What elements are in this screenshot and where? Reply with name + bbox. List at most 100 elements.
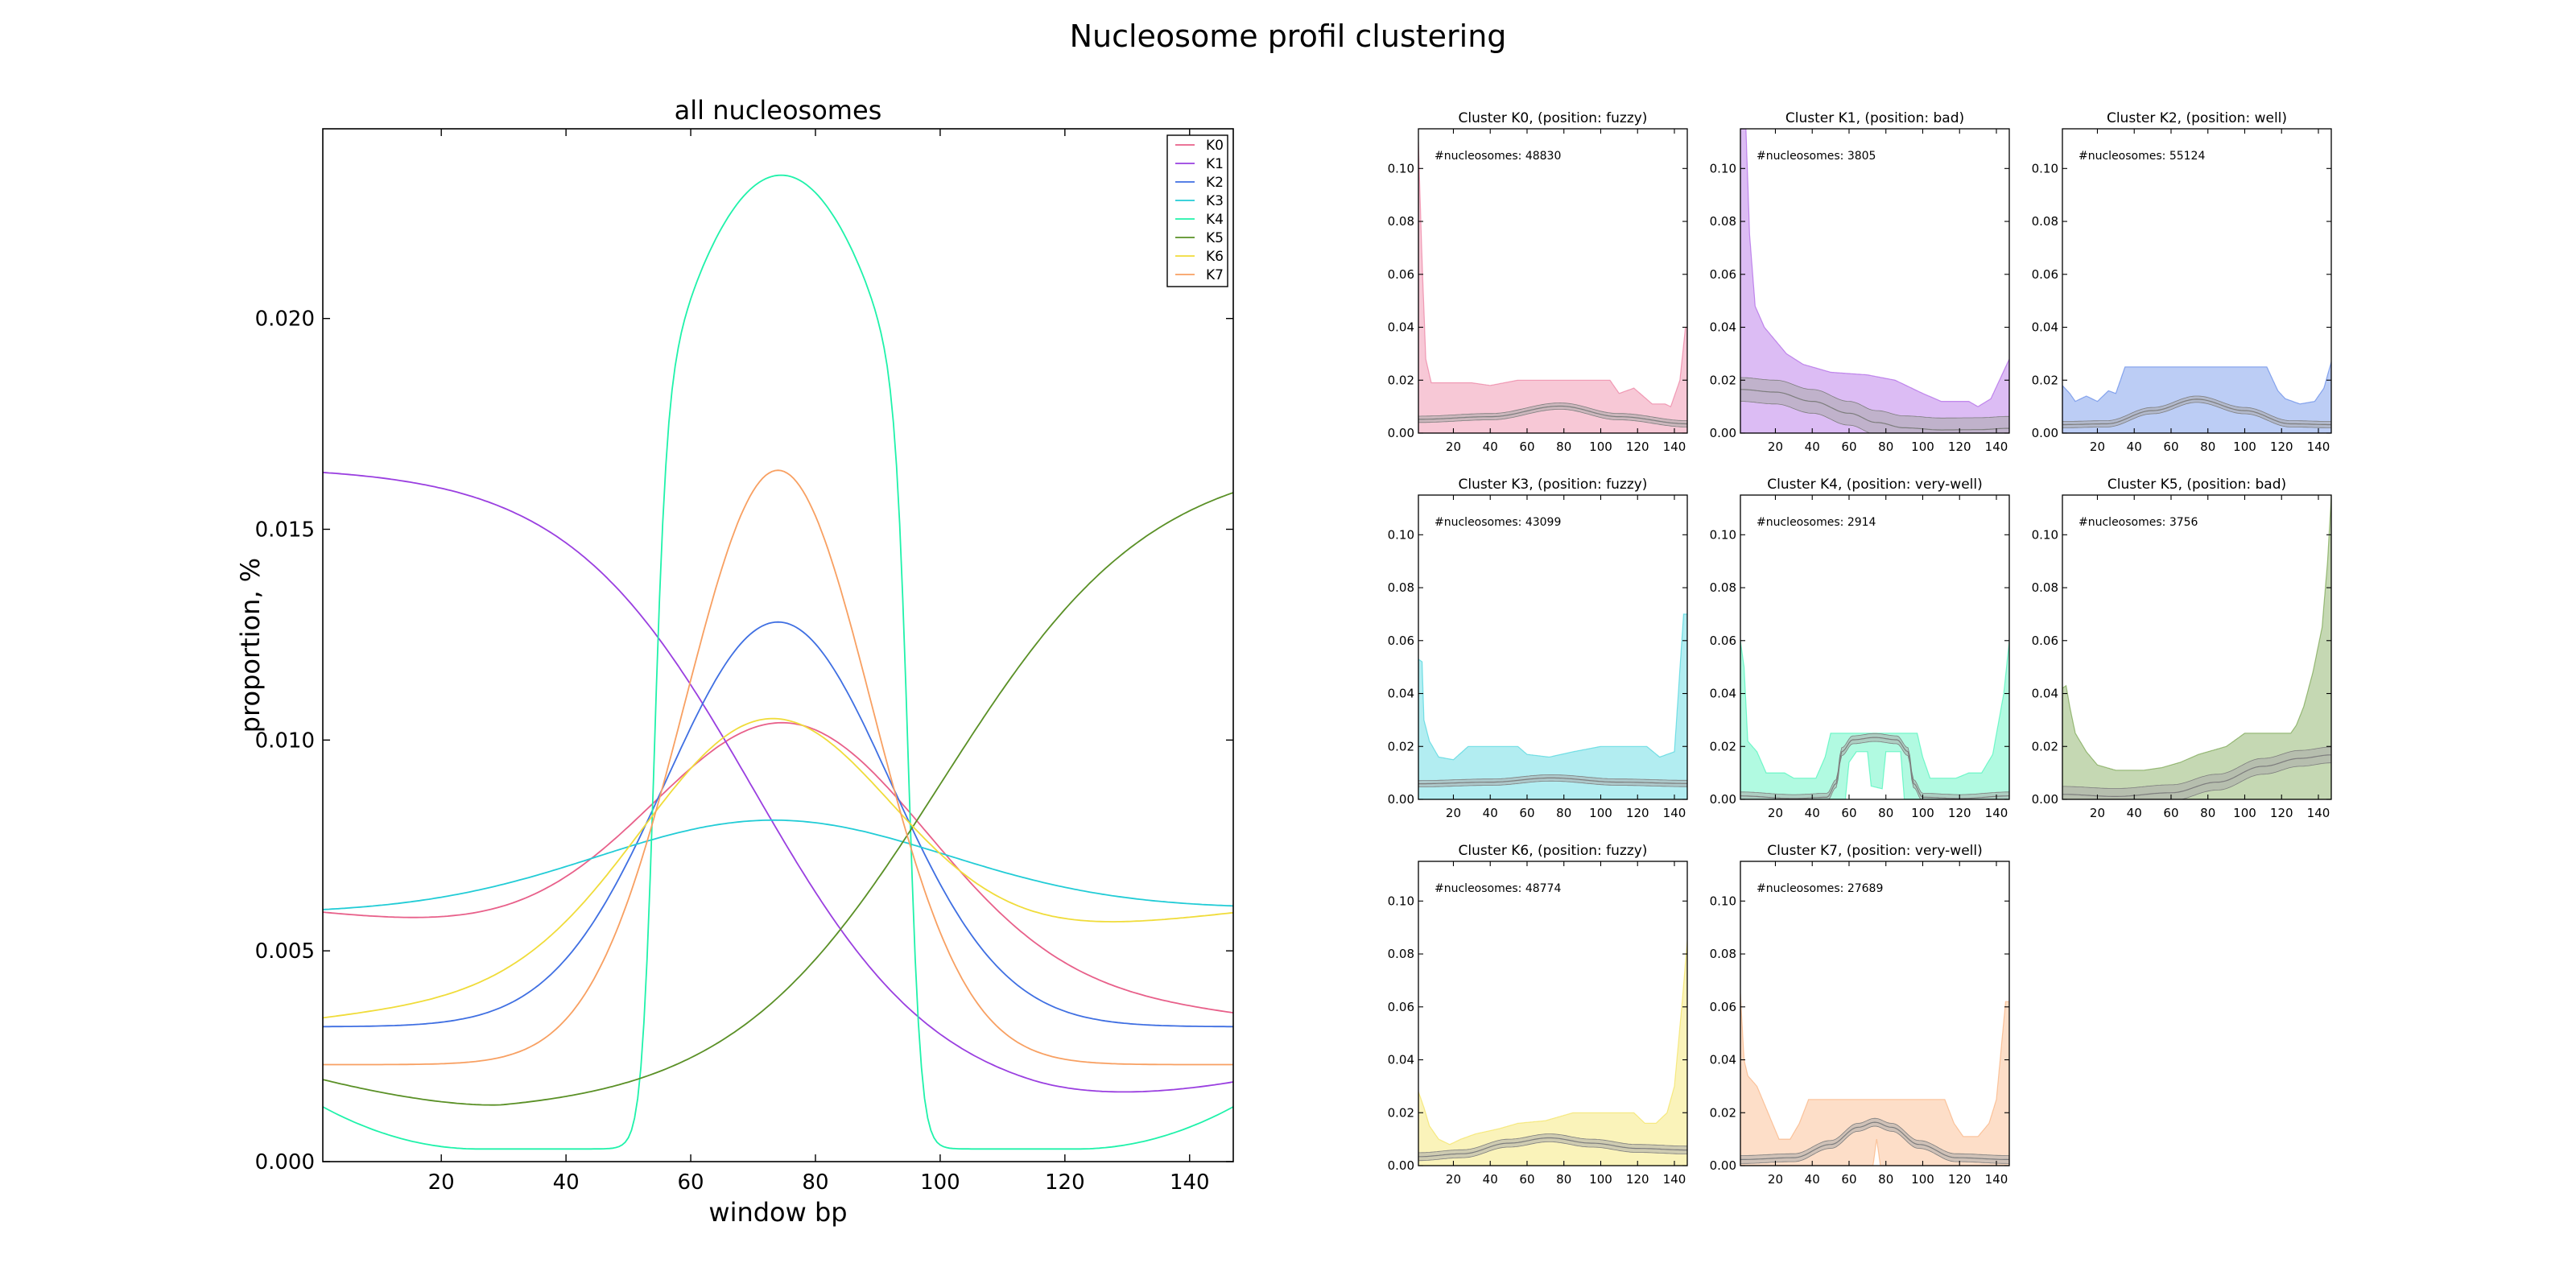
cluster-chart-title: Cluster K0, (position: fuzzy): [1459, 110, 1648, 126]
cluster-chart-k1: 20 40 60 80 100 120 140 0.00 0.02 0.04 0.06 0.08 0.1…: [1710, 110, 2010, 454]
x-tick-label: 20: [2090, 806, 2105, 820]
x-tick-label: 20: [1768, 1172, 1783, 1187]
legend-label-k7: K7: [1206, 267, 1224, 283]
x-tick-label: 60: [2163, 440, 2178, 454]
x-tick-label: 80: [1556, 1172, 1571, 1187]
mean-band: [1740, 733, 2009, 799]
x-tick-label: 120: [1948, 806, 1971, 820]
legend-label-k5: K5: [1206, 230, 1224, 246]
y-tick-label: 0.08: [2032, 214, 2058, 229]
x-tick-label: 60: [1519, 1172, 1534, 1187]
y-tick-label: 0.08: [1710, 580, 1736, 595]
mean-line: [2062, 754, 2331, 797]
x-tick-label: 20: [2090, 440, 2105, 454]
cluster-chart-k7: 20 40 60 80 100 120 140 0.00 0.02 0.04 0.06 0.08 0.1…: [1710, 843, 2010, 1187]
y-tick-label: 0.00: [1710, 792, 1736, 807]
x-axis-label: window bp: [708, 1197, 847, 1228]
y-tick-label: 0.00: [2032, 792, 2058, 807]
y-tick-label: 0.02: [1388, 739, 1414, 753]
plot-frame: [2062, 494, 2332, 800]
x-tick-label: 140: [1985, 440, 2008, 454]
main-series-group: [323, 174, 1233, 1150]
cluster-chart-title: Cluster K5, (position: bad): [2107, 477, 2286, 493]
legend-label-k1: K1: [1206, 156, 1224, 172]
x-tick-label: 20: [1446, 440, 1461, 454]
y-tick-label: 0.06: [1388, 634, 1414, 648]
x-tick-label: 60: [1519, 806, 1534, 820]
y-tick-label: 0.00: [2032, 426, 2058, 440]
y-tick-label: 0.10: [1710, 161, 1736, 175]
x-tick-label: 140: [2307, 440, 2330, 454]
main-line-chart: 20 40 60 80 100 120 140 0.000 0.005 0.010 0.015 0.0…: [235, 95, 1234, 1228]
x-tick-label: 60: [1519, 440, 1534, 454]
x-tick-label: 40: [1483, 440, 1498, 454]
area-envelope: [1418, 940, 1687, 1166]
y-tick-label: 0.04: [1388, 687, 1414, 701]
x-tick-label: 100: [2233, 440, 2256, 454]
x-tick-label: 140: [1663, 440, 1686, 454]
x-tick-label: 20: [1446, 806, 1461, 820]
x-tick-label: 40: [553, 1170, 580, 1195]
y-tick-label: 0.00: [1388, 426, 1414, 440]
cluster-chart-title: Cluster K1, (position: bad): [1785, 110, 1964, 126]
mean-line: [1418, 1137, 1687, 1158]
y-tick-label: 0.020: [255, 308, 315, 332]
x-tick-label: 100: [1911, 806, 1934, 820]
x-tick-label: 140: [2307, 806, 2330, 820]
area-envelope: [1740, 993, 2009, 1166]
plot-frame: [2062, 128, 2332, 434]
plot-frame: [1418, 494, 1688, 800]
plot-frame: [1418, 861, 1688, 1166]
x-tick-label: 20: [428, 1170, 455, 1195]
y-tick-label: 0.06: [2032, 267, 2058, 282]
plot-frame: [1418, 128, 1688, 434]
x-tick-label: 40: [2127, 440, 2142, 454]
x-tick-label: 80: [1878, 806, 1893, 820]
x-tick-label: 40: [1483, 1172, 1498, 1187]
y-tick-label: 0.10: [1710, 527, 1736, 542]
nucleosome-count-label: #nucleosomes: 48830: [1435, 150, 1561, 163]
x-tick-label: 60: [1841, 1172, 1856, 1187]
plot-frame: [1740, 861, 2010, 1166]
x-tick-label: 80: [1878, 440, 1893, 454]
x-tick-label: 100: [920, 1170, 960, 1195]
y-tick-label: 0.00: [1710, 1158, 1736, 1173]
cluster-chart-title: Cluster K6, (position: fuzzy): [1459, 843, 1648, 859]
y-tick-label: 0.02: [2032, 739, 2058, 753]
y-tick-label: 0.02: [1388, 1105, 1414, 1120]
y-tick-label: 0.015: [255, 518, 315, 542]
cluster-chart-k5: 20 40 60 80 100 120 140 0.00 0.02 0.04 0.06 0.08 0.1…: [2032, 477, 2332, 820]
legend-label-k6: K6: [1206, 249, 1224, 265]
x-tick-label: 140: [1663, 806, 1686, 820]
mean-line: [1740, 389, 2009, 431]
y-tick-label: 0.06: [2032, 634, 2058, 648]
x-tick-label: 120: [1948, 440, 1971, 454]
y-tick-label: 0.000: [255, 1150, 315, 1174]
y-tick-label: 0.04: [2032, 320, 2058, 335]
nucleosome-count-label: #nucleosomes: 3805: [1757, 150, 1876, 163]
y-tick-label: 0.04: [1710, 320, 1736, 335]
x-tick-label: 120: [1948, 1172, 1971, 1187]
x-tick-label: 20: [1768, 806, 1783, 820]
x-tick-label: 80: [1878, 1172, 1893, 1187]
nucleosome-count-label: #nucleosomes: 48774: [1435, 882, 1561, 895]
nucleosome-count-label: #nucleosomes: 43099: [1435, 516, 1561, 529]
x-tick-label: 40: [2127, 806, 2142, 820]
figure-title: Nucleosome profil clustering: [1070, 19, 1507, 54]
x-tick-label: 120: [1626, 1172, 1649, 1187]
mean-line: [2062, 398, 2331, 426]
x-tick-label: 80: [1556, 440, 1571, 454]
x-tick-label: 100: [1589, 806, 1612, 820]
mean-band: [1418, 402, 1687, 427]
mean-band: [1740, 1117, 2009, 1164]
legend-label-k3: K3: [1206, 193, 1224, 209]
x-tick-label: 80: [2200, 440, 2215, 454]
x-tick-label: 20: [1768, 440, 1783, 454]
x-tick-label: 140: [1985, 1172, 2008, 1187]
cluster-area-charts: 20 40 60 80 100 120 140 0.00 0.02 0.04 0.06 0.08 0.1…: [1388, 110, 2332, 1187]
nucleosome-count-label: #nucleosomes: 2914: [1757, 516, 1876, 529]
mean-line: [1418, 777, 1687, 785]
y-tick-label: 0.02: [1388, 373, 1414, 387]
x-tick-label: 100: [1911, 1172, 1934, 1187]
x-tick-label: 100: [1589, 440, 1612, 454]
